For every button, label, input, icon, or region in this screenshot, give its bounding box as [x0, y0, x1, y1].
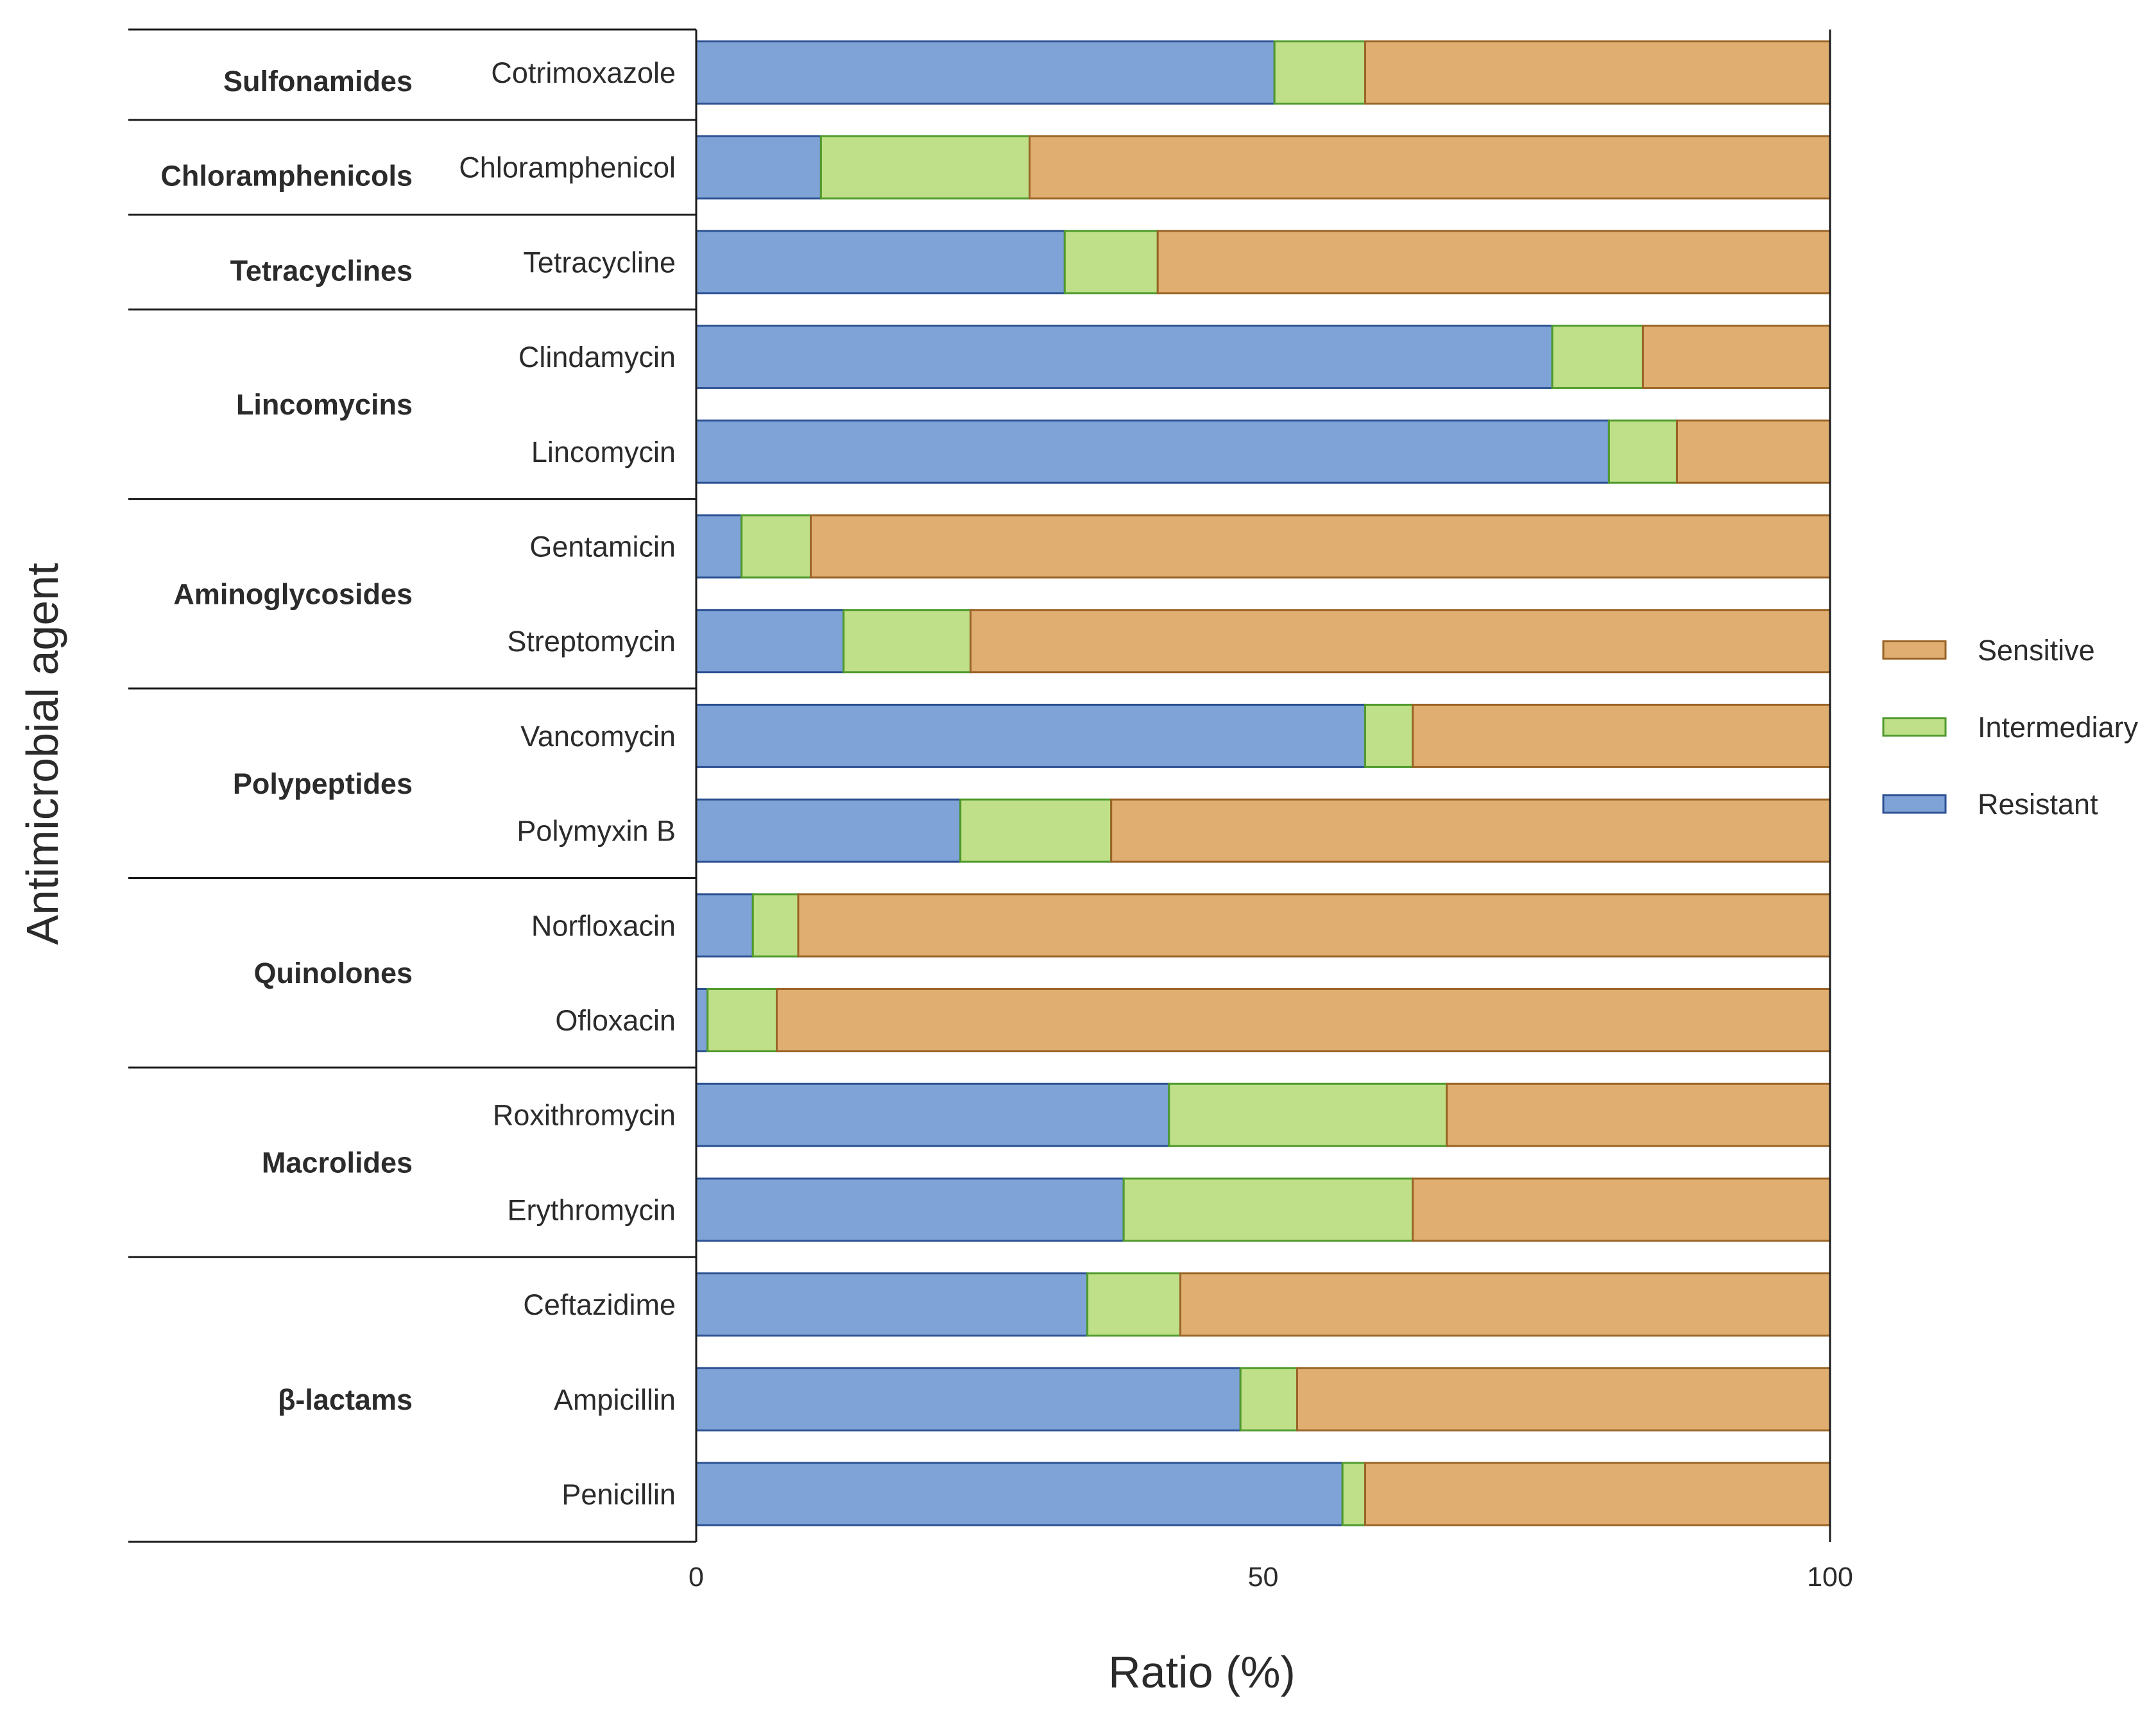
x-axis-title: Ratio (%)	[1108, 1647, 1296, 1697]
drug-label-ampicillin: Ampicillin	[554, 1383, 676, 1416]
bar-lincomycin-sensitive	[1676, 419, 1831, 484]
class-label-sulfonamides: Sulfonamides	[223, 65, 413, 98]
bar-penicillin-intermediary	[1341, 1462, 1366, 1526]
drug-label-erythromycin: Erythromycin	[507, 1193, 676, 1226]
plot-frame	[695, 30, 1831, 1542]
bar-norfloxacin-sensitive	[797, 893, 1831, 958]
class-label-beta-lactams: β-lactams	[278, 1383, 413, 1416]
drug-label-roxithromycin: Roxithromycin	[493, 1099, 676, 1132]
bar-cotrimoxazole-sensitive	[1364, 40, 1831, 105]
x-tick-label-0: 0	[689, 1562, 704, 1593]
bar-ampicillin-sensitive	[1296, 1367, 1831, 1431]
class-label-aminoglycosides: Aminoglycosides	[173, 577, 413, 610]
x-axis-ticks: 0 50 100	[689, 1562, 1853, 1593]
bar-ofloxacin-resistant	[695, 988, 709, 1052]
bar-lincomycin-resistant	[695, 419, 1610, 484]
class-label-tetracyclines: Tetracyclines	[230, 254, 413, 287]
drug-label-ofloxacin: Ofloxacin	[555, 1004, 676, 1037]
bar-cotrimoxazole-resistant	[695, 40, 1276, 105]
group-divider-lines	[128, 28, 696, 1543]
bar-ceftazidime-sensitive	[1179, 1272, 1831, 1337]
bar-ceftazidime-resistant	[695, 1272, 1089, 1337]
bar-vancomycin-sensitive	[1412, 703, 1831, 768]
bar-gentamicin-sensitive	[810, 514, 1831, 579]
bar-erythromycin-resistant	[695, 1177, 1125, 1242]
bar-vancomycin-intermediary	[1364, 703, 1414, 768]
bar-gentamicin-resistant	[695, 514, 743, 579]
class-label-polypeptides: Polypeptides	[233, 767, 413, 800]
bar-erythromycin-sensitive	[1412, 1177, 1831, 1242]
bar-roxithromycin-resistant	[695, 1082, 1170, 1147]
legend-key-resistant	[1882, 794, 1947, 814]
bar-clindamycin-sensitive	[1641, 325, 1831, 389]
class-label-quinolones: Quinolones	[254, 957, 413, 989]
bar-chloramphenicol-resistant	[695, 135, 822, 200]
bar-ofloxacin-sensitive	[776, 988, 1831, 1052]
bar-roxithromycin-sensitive	[1446, 1082, 1831, 1147]
bar-penicillin-sensitive	[1364, 1462, 1831, 1526]
x-tick-label-50: 50	[1248, 1562, 1279, 1593]
x-tick-label-100: 100	[1807, 1562, 1853, 1593]
class-label-chloramphenicols: Chloramphenicols	[160, 160, 413, 192]
drug-label-lincomycin: Lincomycin	[531, 436, 676, 468]
bar-cotrimoxazole-intermediary	[1273, 40, 1367, 105]
legend-label-intermediary: Intermediary	[1978, 711, 2139, 744]
bar-streptomycin-resistant	[695, 609, 845, 674]
drug-label-chloramphenicol: Chloramphenicol	[459, 151, 676, 184]
bar-norfloxacin-intermediary	[751, 893, 800, 958]
bar-lincomycin-intermediary	[1607, 419, 1678, 484]
bar-norfloxacin-resistant	[695, 893, 754, 958]
bar-tetracycline-sensitive	[1156, 230, 1831, 295]
class-label-macrolides: Macrolides	[262, 1147, 413, 1179]
drug-label-gentamicin: Gentamicin	[529, 531, 676, 563]
class-labels: Sulfonamides Chloramphenicols Tetracycline…	[160, 65, 413, 1416]
drug-label-streptomycin: Streptomycin	[507, 625, 676, 658]
bar-gentamicin-intermediary	[740, 514, 812, 579]
y-axis-title: Antimicrobial agent	[17, 563, 67, 944]
bar-clindamycin-intermediary	[1551, 325, 1645, 389]
legend-label-resistant: Resistant	[1978, 788, 2098, 821]
class-label-lincomycins: Lincomycins	[236, 388, 413, 421]
legend: Sensitive Intermediary Resistant	[1882, 634, 2139, 821]
drug-label-clindamycin: Clindamycin	[518, 341, 676, 373]
bar-polymyxin-b-sensitive	[1110, 798, 1831, 863]
bar-streptomycin-intermediary	[843, 609, 972, 674]
drug-label-cotrimoxazole: Cotrimoxazole	[491, 56, 676, 89]
drug-labels: Cotrimoxazole Chloramphenicol Tetracycline…	[459, 56, 676, 1511]
bar-penicillin-resistant	[695, 1462, 1344, 1526]
drug-label-penicillin: Penicillin	[561, 1478, 676, 1511]
legend-key-sensitive	[1882, 640, 1947, 660]
legend-key-intermediary	[1882, 717, 1947, 737]
bar-vancomycin-resistant	[695, 703, 1366, 768]
bar-chloramphenicol-intermediary	[819, 135, 1031, 200]
bar-ceftazidime-intermediary	[1086, 1272, 1181, 1337]
bar-ampicillin-intermediary	[1239, 1367, 1299, 1431]
bar-streptomycin-sensitive	[970, 609, 1831, 674]
drug-label-tetracycline: Tetracycline	[523, 246, 676, 278]
bar-tetracycline-resistant	[695, 230, 1066, 295]
drug-label-ceftazidime: Ceftazidime	[523, 1288, 676, 1321]
bars-layer	[695, 40, 1831, 1526]
bar-clindamycin-resistant	[695, 325, 1553, 389]
bar-chloramphenicol-sensitive	[1029, 135, 1831, 200]
bar-erythromycin-intermediary	[1122, 1177, 1414, 1242]
drug-label-norfloxacin: Norfloxacin	[531, 909, 676, 942]
bar-tetracycline-intermediary	[1063, 230, 1159, 295]
bar-ampicillin-resistant	[695, 1367, 1242, 1431]
drug-label-polymyxin-b: Polymyxin B	[517, 815, 676, 848]
bar-ofloxacin-intermediary	[706, 988, 778, 1052]
bar-roxithromycin-intermediary	[1168, 1082, 1448, 1147]
bar-polymyxin-b-intermediary	[959, 798, 1113, 863]
legend-label-sensitive: Sensitive	[1978, 634, 2095, 667]
drug-label-vancomycin: Vancomycin	[520, 720, 676, 753]
bar-polymyxin-b-resistant	[695, 798, 962, 863]
